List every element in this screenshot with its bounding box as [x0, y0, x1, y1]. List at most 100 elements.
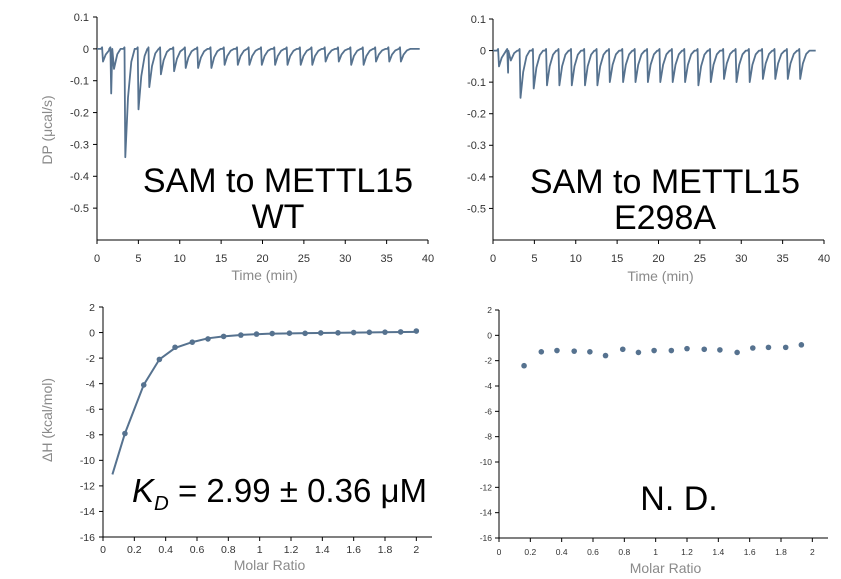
data-point	[286, 330, 293, 336]
data-point	[684, 345, 690, 352]
y-tick-label: -14	[480, 508, 493, 518]
y-tick-label: 0.1	[74, 12, 89, 24]
data-point	[602, 352, 609, 359]
data-point	[571, 348, 577, 354]
x-tick-label: 1.8	[775, 547, 787, 557]
panel-title-line: SAM to METTL15	[143, 162, 413, 200]
x-tick-label: 25	[298, 253, 310, 265]
x-tick-label: 0.8	[618, 547, 630, 557]
data-point	[651, 347, 657, 354]
data-point	[619, 346, 626, 353]
panel-wt-raw-thermogram: 0.1 0 -0.1 -0.2 -0.3 -0.4 -0.5 0 5 10 15 20 25 30 35 40…	[39, 12, 434, 283]
fit-curve	[111, 330, 417, 475]
x-tick-label: 0.4	[556, 547, 568, 557]
y-tick-label: -0.4	[467, 172, 486, 184]
x-tick-label: 15	[611, 253, 623, 265]
y-tick-label: -2	[86, 353, 95, 365]
data-point	[350, 329, 357, 336]
panel-e298a-raw-thermogram: 0.1 0 -0.1 -0.2 -0.3 -0.4 -0.5 0 5 10 15 20 25 30 35 40…	[467, 14, 830, 284]
data-point	[668, 347, 675, 354]
x-tick-label: 30	[735, 253, 747, 265]
y-tick-label: -0.4	[70, 171, 89, 183]
y-tick-label: -8	[484, 432, 492, 442]
y-tick-label: -8	[86, 430, 95, 442]
x-tick-label: 40	[422, 253, 434, 265]
y-axis-label: DP (μcal/s)	[39, 95, 55, 164]
x-tick-label: 5	[531, 253, 537, 265]
x-axis-label: Molar Ratio	[630, 560, 702, 576]
y-tick-label: -0.2	[70, 108, 89, 120]
x-tick-label: 5	[135, 253, 141, 265]
data-point	[366, 329, 373, 336]
panel-title-line: E298A	[614, 199, 716, 237]
x-tick-label: 1.4	[315, 544, 330, 556]
y-tick-label: -2	[484, 356, 492, 366]
x-tick-label: 0	[100, 544, 106, 556]
y-tick-label: 0	[480, 46, 486, 58]
data-point	[140, 382, 147, 388]
data-point	[122, 430, 128, 437]
x-tick-label: 2	[810, 547, 815, 557]
data-point	[317, 330, 324, 336]
x-tick-label: 1.2	[681, 547, 693, 557]
x-tick-label: 1.6	[346, 544, 361, 556]
y-tick-label: -0.3	[70, 139, 89, 151]
y-tick-label: -0.1	[467, 77, 486, 89]
y-tick-label: 0	[487, 330, 492, 340]
x-tick-label: 0	[94, 253, 100, 265]
x-tick-label: 35	[777, 253, 789, 265]
y-tick-label: -0.3	[467, 140, 486, 152]
data-point	[269, 330, 276, 337]
x-tick-label: 1.6	[744, 547, 756, 557]
y-tick-label: 0	[89, 327, 95, 339]
x-axis-label: Molar Ratio	[234, 557, 306, 573]
x-tick-label: 0.4	[158, 544, 173, 556]
y-tick-label: -4	[86, 378, 95, 390]
data-point	[253, 331, 260, 337]
x-tick-label: 35	[381, 253, 393, 265]
data-point	[302, 330, 308, 337]
x-tick-label: 25	[694, 253, 706, 265]
x-tick-label: 0.6	[190, 544, 205, 556]
data-point	[587, 349, 593, 355]
data-point	[220, 333, 227, 340]
y-tick-label: -10	[80, 455, 95, 467]
x-tick-label: 0.2	[127, 544, 142, 556]
data-point	[238, 332, 244, 338]
data-point	[382, 329, 388, 335]
data-point	[205, 336, 211, 342]
data-point	[765, 344, 772, 351]
x-tick-label: 1	[653, 547, 658, 557]
x-tick-label: 30	[339, 253, 351, 265]
x-tick-label: 1.4	[712, 547, 724, 557]
x-tick-label: 1.8	[378, 544, 393, 556]
data-point	[750, 345, 756, 351]
y-tick-label: -12	[480, 482, 493, 492]
panel-wt-binding-isotherm: 2 0 -2 -4 -6 -8 -10 -12 -14 -16 0 0.2 0.4 0.6 0.8 1 1.2 1…	[39, 302, 432, 573]
data-point	[172, 344, 178, 351]
data-point	[397, 329, 404, 335]
x-tick-label: 0	[497, 547, 502, 557]
y-tick-label: 0.1	[471, 14, 486, 26]
y-tick-label: -0.5	[467, 203, 486, 215]
y-tick-label: -10	[480, 457, 493, 467]
data-point	[538, 349, 545, 355]
y-tick-label: -6	[484, 406, 492, 416]
data-point	[189, 339, 196, 345]
kd-annotation: KD = 2.99 ± 0.36 μM	[132, 472, 427, 515]
x-tick-label: 0.6	[587, 547, 599, 557]
y-tick-label: -16	[80, 532, 95, 544]
y-tick-label: 2	[487, 305, 492, 315]
x-tick-label: 15	[215, 253, 227, 265]
panel-title-line: WT	[252, 198, 305, 236]
data-point	[335, 330, 341, 336]
panel-e298a-binding-isotherm: 2 0 -2 -4 -6 -8 -10 -12 -14 -16 0 0.2 0.4 0.6 0.8 1 1.2 1…	[480, 305, 828, 576]
thermogram-series	[493, 48, 816, 99]
data-point	[798, 342, 805, 348]
x-axis-label: Time (min)	[627, 268, 693, 284]
data-point	[701, 346, 708, 353]
data-point	[554, 347, 560, 354]
x-tick-label: 40	[818, 253, 830, 265]
data-point	[635, 349, 642, 356]
y-tick-label: -0.2	[467, 109, 486, 121]
